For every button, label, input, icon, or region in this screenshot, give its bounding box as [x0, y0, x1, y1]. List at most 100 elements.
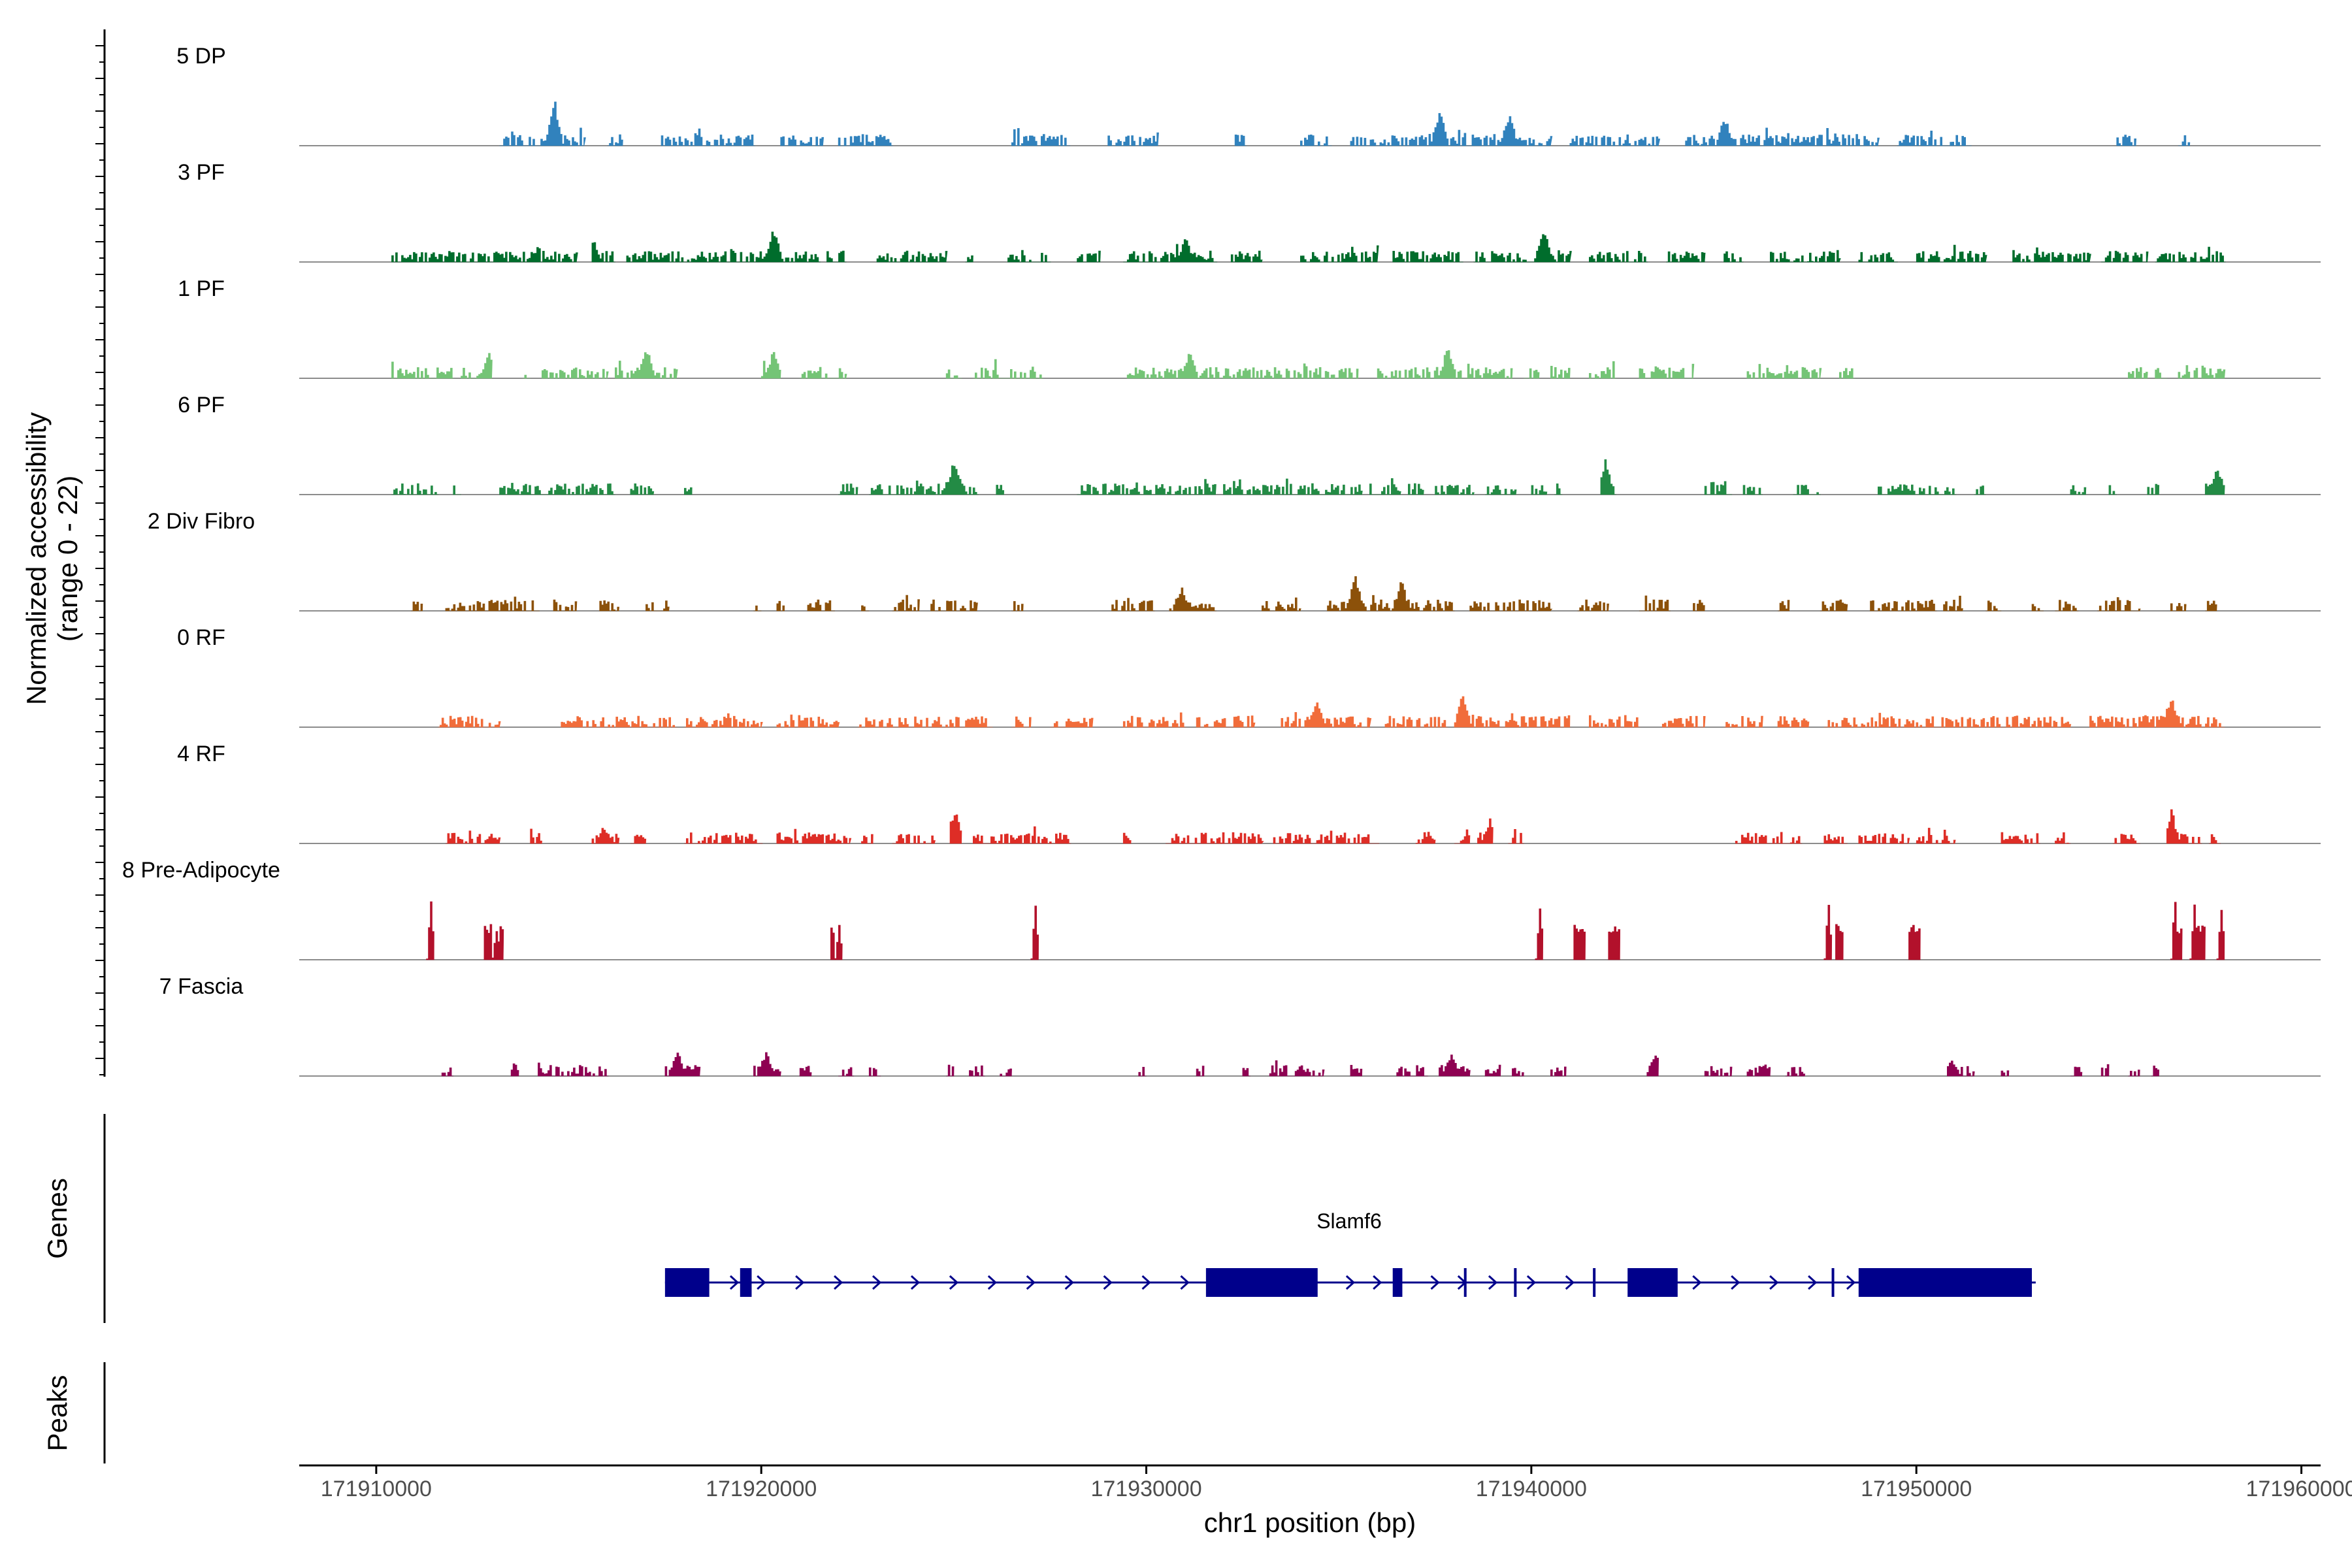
coverage-area — [1111, 598, 1155, 612]
gene-exon — [1627, 1268, 1678, 1297]
coverage-area — [1666, 251, 1706, 263]
coverage-area — [1107, 132, 1159, 146]
coverage-area — [438, 715, 501, 728]
coverage-area — [1384, 715, 1448, 728]
coverage-area — [2100, 1064, 2110, 1077]
coverage-area — [1011, 601, 1024, 612]
coverage-area — [2070, 1066, 2083, 1077]
coverage-area — [499, 483, 615, 495]
track-label: 1 PF — [178, 276, 225, 301]
coverage-area — [1823, 713, 2072, 728]
strand-arrow — [1430, 1275, 1440, 1290]
strand-arrow — [1373, 1275, 1382, 1290]
coverage-area — [664, 1053, 701, 1077]
coverage-area — [868, 1067, 881, 1077]
strand-arrow — [872, 1275, 882, 1290]
x-tick-label: 171940000 — [1476, 1477, 1587, 1501]
strand-arrow — [1526, 1275, 1537, 1290]
peaks-panel-title: Peaks — [42, 1375, 73, 1452]
coverage-area — [615, 352, 678, 379]
track-label: 0 RF — [177, 625, 225, 650]
coverage-area — [1169, 587, 1217, 612]
coverage-area — [1242, 1068, 1250, 1077]
track-label: 2 Div Fibro — [148, 509, 255, 534]
coverage-area — [1408, 483, 1424, 495]
coverage-area — [1685, 122, 1880, 146]
coverage-area — [2128, 1070, 2140, 1077]
coverage-area — [2166, 809, 2202, 844]
coverage-area — [1947, 1060, 1975, 1077]
coverage-area — [1746, 364, 1822, 379]
coverage-area — [2097, 597, 2141, 612]
coverage-area — [1230, 250, 1263, 263]
coverage-area — [1484, 1064, 1501, 1077]
strand-arrow — [1808, 1275, 1818, 1290]
coverage-area — [1439, 1054, 1471, 1077]
coverage-area — [2070, 485, 2087, 495]
coverage-area — [1777, 716, 1810, 728]
coverage-area — [445, 830, 501, 844]
coverage-area — [1531, 485, 1548, 495]
track-5-dp: 5 DP — [176, 44, 2321, 146]
track-label: 6 PF — [178, 393, 225, 417]
coverage-area — [1234, 135, 1247, 146]
coverage-area — [1778, 600, 1790, 612]
coverage-area — [1166, 832, 1264, 844]
coverage-area — [1327, 576, 1455, 612]
coverage-area — [969, 1065, 985, 1077]
coverage-area — [1554, 483, 1563, 495]
gene-exon — [1831, 1268, 1835, 1297]
coverage-area — [1661, 715, 1706, 728]
coverage-area — [684, 713, 763, 728]
strand-arrow — [949, 1275, 959, 1290]
coverage-area — [2001, 1070, 2010, 1077]
gene-label: Slamf6 — [1316, 1209, 1382, 1233]
gene-exon — [1514, 1268, 1517, 1297]
coverage-area — [1793, 485, 1821, 495]
coverage-area — [1011, 128, 1071, 146]
coverage-area — [441, 1068, 454, 1077]
strand-arrow — [668, 1275, 678, 1290]
coverage-area — [2001, 832, 2040, 844]
coverage-area — [2112, 834, 2140, 844]
x-axis-title: chr1 position (bp) — [1204, 1507, 1416, 1538]
coverage-y-ticks — [95, 45, 105, 1075]
coverage-area — [1589, 715, 1641, 728]
coverage-area — [1839, 368, 1855, 379]
coverage-area — [857, 716, 993, 728]
coverage-area — [1377, 350, 1513, 379]
coverage-area — [561, 715, 677, 728]
coverage-area — [1030, 906, 1039, 960]
coverage-area — [1196, 1066, 1205, 1077]
coverage-area — [1122, 832, 1132, 844]
coverage-area — [522, 374, 531, 379]
coverage-area — [1577, 599, 1609, 612]
coverage-area — [1985, 600, 2002, 612]
coverage-area — [1122, 712, 1186, 728]
coverage-area — [1300, 135, 1332, 146]
track-label: 8 Pre-Adipocyte — [122, 858, 280, 883]
track-label: 5 DP — [176, 44, 226, 69]
coverage-area — [2209, 834, 2221, 844]
strand-arrow — [1064, 1275, 1074, 1290]
strand-arrow — [1565, 1275, 1575, 1290]
coverage-area — [2147, 483, 2160, 495]
coverage-area — [1350, 1065, 1363, 1077]
coverage-area — [1897, 131, 1972, 146]
coverage-area — [510, 1063, 519, 1077]
gene-exon — [1593, 1268, 1596, 1297]
coverage-area — [876, 250, 948, 263]
track-0-rf: 0 RF — [177, 625, 2321, 728]
coverage-area — [1415, 832, 1436, 844]
coverage-area — [892, 595, 920, 612]
coverage-area — [1746, 1064, 1771, 1077]
x-tick-label: 171920000 — [706, 1477, 817, 1501]
coverage-area — [776, 828, 852, 844]
coverage-area — [1858, 252, 1898, 263]
coverage-area — [869, 465, 979, 495]
coverage-area — [1704, 1066, 1733, 1077]
strand-arrow — [757, 1275, 766, 1290]
x-tick-label: 171910000 — [321, 1477, 432, 1501]
coverage-area — [1770, 250, 1841, 263]
coverage-area — [1835, 924, 1844, 960]
